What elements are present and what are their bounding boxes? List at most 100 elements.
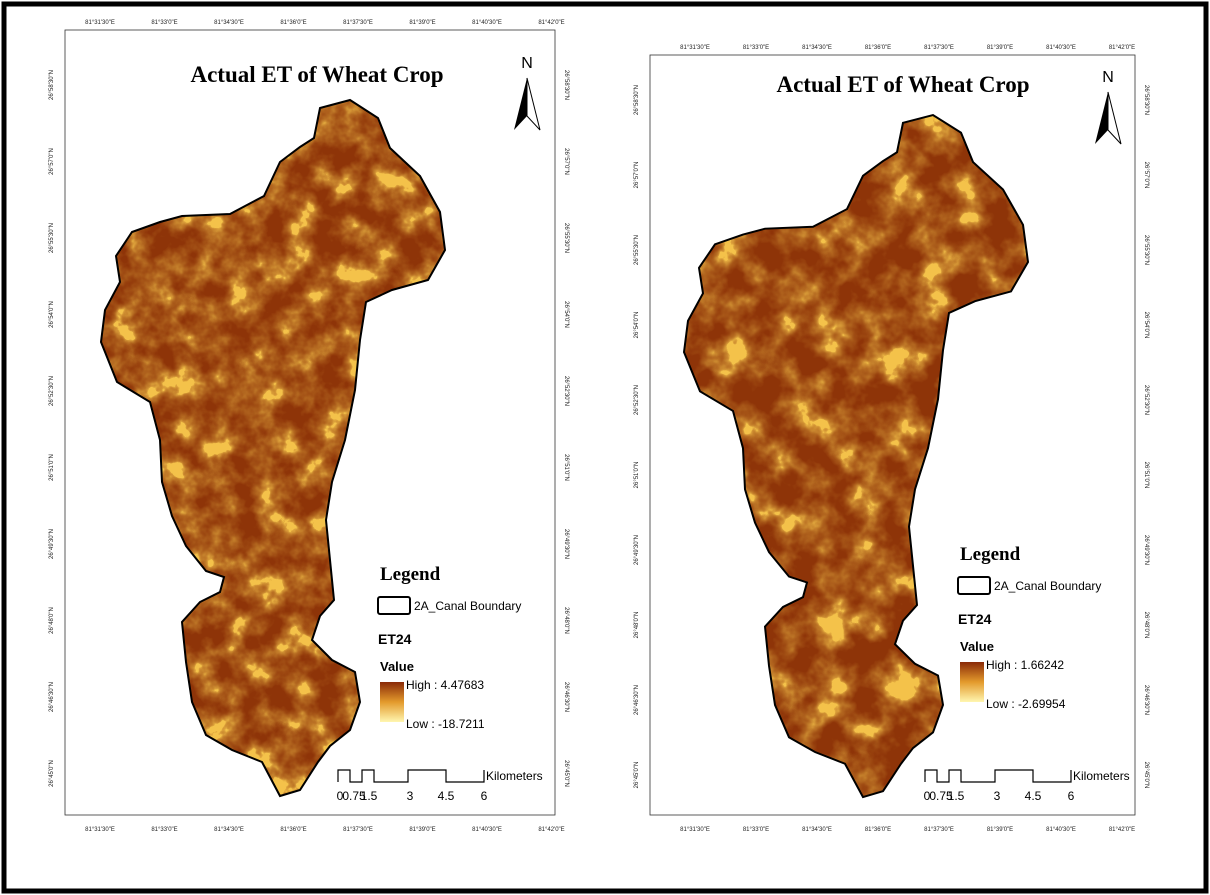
x-tick-label: 81°36'0"E bbox=[865, 45, 891, 51]
scale-label: 3 bbox=[407, 789, 414, 803]
x-tick-label: 81°40'30"E bbox=[472, 827, 502, 833]
y-tick-label: 26°54'0"N bbox=[563, 301, 569, 328]
x-tick-label: 81°33'0"E bbox=[151, 20, 177, 26]
x-tick-label: 81°42'0"E bbox=[538, 827, 564, 833]
map-title: Actual ET of Wheat Crop bbox=[776, 72, 1029, 97]
legend-title: Legend bbox=[380, 564, 441, 585]
y-tick-label: 26°54'0"N bbox=[634, 312, 640, 339]
y-tick-label: 26°57'0"N bbox=[49, 148, 55, 175]
y-tick-label: 26°45'0"N bbox=[1143, 762, 1149, 789]
y-tick-label: 26°48'0"N bbox=[634, 612, 640, 639]
y-tick-label: 26°55'30"N bbox=[563, 223, 569, 253]
north-arrow bbox=[1095, 92, 1108, 144]
x-tick-label: 81°36'0"E bbox=[865, 827, 891, 833]
y-tick-label: 26°54'0"N bbox=[1143, 312, 1149, 339]
x-tick-label: 81°34'30"E bbox=[214, 20, 244, 26]
x-tick-label: 81°31'30"E bbox=[680, 827, 710, 833]
north-arrow bbox=[1108, 92, 1121, 144]
legend-layer: ET24 bbox=[958, 611, 992, 627]
x-tick-label: 81°39'0"E bbox=[987, 827, 1013, 833]
north-label: N bbox=[521, 55, 533, 72]
legend-high: High : 4.47683 bbox=[406, 678, 484, 692]
x-tick-label: 81°37'30"E bbox=[343, 20, 373, 26]
y-tick-label: 26°58'30"N bbox=[634, 85, 640, 115]
north-arrow bbox=[527, 78, 540, 130]
y-tick-label: 26°52'30"N bbox=[49, 376, 55, 406]
page: 81°31'30"E 81°31'30"E 81°33'0"E 81°33'0"E 81… bbox=[0, 0, 1210, 895]
y-tick-label: 26°46'30"N bbox=[634, 685, 640, 715]
y-tick-label: 26°55'30"N bbox=[1143, 235, 1149, 265]
y-tick-label: 26°49'30"N bbox=[634, 535, 640, 565]
y-tick-label: 26°57'0"N bbox=[634, 162, 640, 189]
y-tick-label: 26°52'30"N bbox=[634, 385, 640, 415]
legend-low: Low : -18.7211 bbox=[406, 717, 485, 731]
legend-label: 2A_Canal Boundary bbox=[994, 579, 1101, 593]
x-tick-label: 81°31'30"E bbox=[85, 20, 115, 26]
y-tick-label: 26°58'30"N bbox=[563, 70, 569, 100]
y-tick-label: 26°52'30"N bbox=[563, 376, 569, 406]
x-tick-label: 81°40'30"E bbox=[1046, 827, 1076, 833]
y-tick-label: 26°48'0"N bbox=[563, 607, 569, 634]
y-tick-label: 26°55'30"N bbox=[49, 223, 55, 253]
scale-label: 1.5 bbox=[948, 789, 965, 803]
x-tick-label: 81°34'30"E bbox=[214, 827, 244, 833]
scale-label: 4.5 bbox=[438, 789, 455, 803]
legend-swatch bbox=[378, 597, 410, 614]
y-tick-label: 26°54'0"N bbox=[49, 301, 55, 328]
x-tick-label: 81°36'0"E bbox=[280, 20, 306, 26]
y-tick-label: 26°51'0"N bbox=[563, 454, 569, 481]
x-tick-label: 81°39'0"E bbox=[987, 45, 1013, 51]
y-tick-label: 26°51'0"N bbox=[49, 454, 55, 481]
y-tick-label: 26°57'0"N bbox=[1143, 162, 1149, 189]
y-tick-label: 26°48'0"N bbox=[49, 607, 55, 634]
scale-label: 1.5 bbox=[361, 789, 378, 803]
map-panel: 81°31'30"E 81°31'30"E 81°33'0"E 81°33'0"E 81… bbox=[634, 45, 1149, 833]
legend-ramp bbox=[380, 682, 404, 722]
y-tick-label: 26°46'30"N bbox=[563, 682, 569, 712]
x-tick-label: 81°37'30"E bbox=[343, 827, 373, 833]
y-tick-label: 26°51'0"N bbox=[634, 462, 640, 489]
scale-label: 6 bbox=[1068, 789, 1075, 803]
north-label: N bbox=[1102, 69, 1114, 86]
x-tick-label: 81°37'30"E bbox=[924, 45, 954, 51]
legend-high: High : 1.66242 bbox=[986, 658, 1064, 672]
x-tick-label: 81°34'30"E bbox=[802, 827, 832, 833]
x-tick-label: 81°39'0"E bbox=[409, 827, 435, 833]
scale-bar bbox=[338, 770, 484, 782]
x-tick-label: 81°40'30"E bbox=[1046, 45, 1076, 51]
y-tick-label: 26°55'30"N bbox=[634, 235, 640, 265]
scale-label: 4.5 bbox=[1025, 789, 1042, 803]
x-tick-label: 81°33'0"E bbox=[151, 827, 177, 833]
x-tick-label: 81°34'30"E bbox=[802, 45, 832, 51]
x-tick-label: 81°42'0"E bbox=[1109, 827, 1135, 833]
x-tick-label: 81°39'0"E bbox=[409, 20, 435, 26]
north-arrow bbox=[514, 78, 527, 130]
x-tick-label: 81°31'30"E bbox=[680, 45, 710, 51]
y-tick-label: 26°58'30"N bbox=[1143, 85, 1149, 115]
legend-layer: ET24 bbox=[378, 631, 412, 647]
x-tick-label: 81°42'0"E bbox=[1109, 45, 1135, 51]
y-tick-label: 26°49'30"N bbox=[1143, 535, 1149, 565]
scale-unit: Kilometers bbox=[486, 769, 543, 783]
y-tick-label: 26°46'30"N bbox=[49, 682, 55, 712]
scale-label: 6 bbox=[481, 789, 488, 803]
scale-bar bbox=[925, 770, 1071, 782]
x-tick-label: 81°33'0"E bbox=[743, 45, 769, 51]
legend-value: Value bbox=[380, 659, 414, 674]
scale-unit: Kilometers bbox=[1073, 769, 1130, 783]
y-tick-label: 26°57'0"N bbox=[563, 148, 569, 175]
map-panel: 81°31'30"E81°31'30"E81°33'0"E81°33'0"E81… bbox=[49, 20, 569, 833]
x-tick-label: 81°42'0"E bbox=[538, 20, 564, 26]
x-tick-label: 81°36'0"E bbox=[280, 827, 306, 833]
y-tick-label: 26°52'30"N bbox=[1143, 385, 1149, 415]
y-tick-label: 26°46'30"N bbox=[1143, 685, 1149, 715]
legend-low: Low : -2.69954 bbox=[986, 697, 1066, 711]
legend-label: 2A_Canal Boundary bbox=[414, 599, 521, 613]
legend-swatch bbox=[958, 577, 990, 594]
maps: 81°31'30"E 81°31'30"E 81°33'0"E 81°33'0"E 81… bbox=[49, 20, 1149, 833]
x-tick-label: 81°40'30"E bbox=[472, 20, 502, 26]
x-tick-label: 81°33'0"E bbox=[743, 827, 769, 833]
legend-value: Value bbox=[960, 639, 994, 654]
y-tick-label: 26°49'30"N bbox=[49, 529, 55, 559]
y-tick-label: 26°45'0"N bbox=[49, 760, 55, 787]
